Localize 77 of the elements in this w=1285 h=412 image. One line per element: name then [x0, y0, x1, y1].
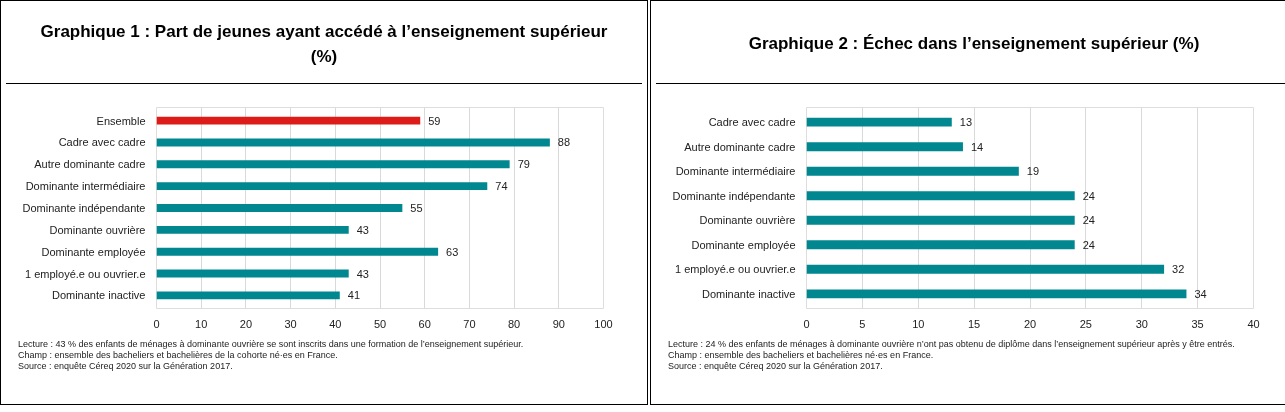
y-tick-label: Autre dominante cadre [684, 140, 796, 153]
bar [156, 225, 349, 234]
x-tick-label: 60 [418, 317, 431, 330]
y-tick-label: Dominante indépendante [22, 202, 146, 214]
bar [806, 215, 1075, 225]
bar [806, 240, 1075, 250]
bar [806, 289, 1187, 299]
chart-title: Graphique 2 : Échec dans l’enseignement supérieur (%) [656, 6, 1285, 84]
bar [806, 264, 1165, 274]
data-label: 24 [1082, 189, 1095, 202]
bar [806, 166, 1019, 176]
y-tick-label: Dominante intermédiaire [675, 165, 796, 178]
x-tick-label: 90 [552, 317, 565, 330]
data-label: 74 [495, 180, 508, 193]
data-label: 43 [356, 267, 369, 280]
y-tick-label: Dominante inactive [701, 287, 796, 300]
y-tick-label: Dominante ouvrière [699, 214, 796, 227]
y-tick-label: Ensemble [96, 114, 146, 127]
data-label: 14 [970, 140, 984, 153]
x-tick-label: 40 [1247, 317, 1260, 330]
data-label: 24 [1082, 238, 1095, 251]
data-label: 79 [517, 158, 530, 171]
y-tick-label: Cadre avec cadre [708, 116, 796, 129]
source-note: Source : enquête Céreq 2020 sur la Génération 2017. [668, 361, 883, 371]
x-tick-label: 0 [153, 317, 160, 330]
x-tick-label: 50 [373, 317, 387, 330]
bar [156, 204, 403, 212]
x-tick-label: 20 [1023, 317, 1037, 330]
bar [806, 142, 963, 152]
chart-title: Graphique 1 : Part de jeunes ayant accédé à l’enseignement supérieur (%) [6, 6, 642, 84]
bar [156, 160, 510, 169]
y-tick-label: Autre dominante cadre [34, 158, 146, 171]
data-label: 43 [356, 223, 369, 236]
y-tick-label: Dominante employée [41, 245, 146, 258]
data-label: 41 [347, 289, 361, 302]
x-tick-label: 30 [284, 317, 297, 330]
text: Champ : ensemble des bacheliers et bachelières de la cohorte né·es en France. [18, 350, 338, 360]
x-tick-label: 10 [912, 317, 925, 330]
source-note: Source : enquête Céreq 2020 sur la Génération 2017. [18, 361, 233, 371]
data-label: 59 [428, 114, 441, 127]
data-label: 63 [446, 245, 459, 258]
bar [156, 182, 488, 191]
data-label: 34 [1194, 287, 1207, 300]
x-tick-label: 5 [859, 317, 866, 330]
data-label: 19 [1026, 165, 1040, 178]
x-tick-label: 20 [239, 317, 253, 330]
y-tick-label: Dominante indépendante [672, 189, 796, 202]
text: Champ : ensemble des bacheliers et bachelières né·es en France. [668, 350, 934, 360]
y-tick-label: Dominante intermédiaire [25, 180, 146, 193]
x-tick-label: 30 [1135, 317, 1148, 330]
x-tick-label: 70 [463, 317, 476, 330]
data-label: 13 [959, 116, 973, 129]
x-tick-label: 100 [594, 317, 613, 330]
data-label: 55 [410, 202, 423, 214]
x-tick-label: 15 [968, 317, 981, 330]
y-tick-label: 1 employé.e ou ouvrier.e [25, 267, 146, 280]
data-label: 32 [1172, 263, 1185, 276]
bar [806, 191, 1075, 201]
x-tick-label: 0 [803, 317, 810, 330]
bar [156, 116, 421, 125]
data-label: 24 [1082, 214, 1095, 227]
y-tick-label: Cadre avec cadre [58, 136, 146, 149]
x-tick-label: 10 [195, 317, 208, 330]
x-tick-label: 80 [507, 317, 521, 330]
text: Lecture : 24 % des enfants de ménages à dominante ouvrière n’ont pas obtenu de diplôme dans l’enseignement supérieur après y être entrés. [668, 339, 1235, 349]
y-tick-label: 1 employé.e ou ouvrier.e [675, 263, 796, 276]
x-tick-label: 35 [1191, 317, 1204, 330]
x-tick-label: 40 [329, 317, 342, 330]
y-tick-label: Dominante employée [691, 238, 796, 251]
y-tick-label: Dominante ouvrière [49, 223, 146, 236]
y-tick-label: Dominante inactive [51, 289, 146, 302]
data-label: 88 [557, 136, 571, 149]
bar [806, 117, 952, 127]
x-tick-label: 25 [1079, 317, 1093, 330]
bar [156, 291, 340, 300]
text: Lecture : 43 % des enfants de ménages à dominante ouvrière se sont inscrits dans une formation de l’enseignement supérieur. [18, 339, 524, 349]
bar [156, 247, 439, 256]
